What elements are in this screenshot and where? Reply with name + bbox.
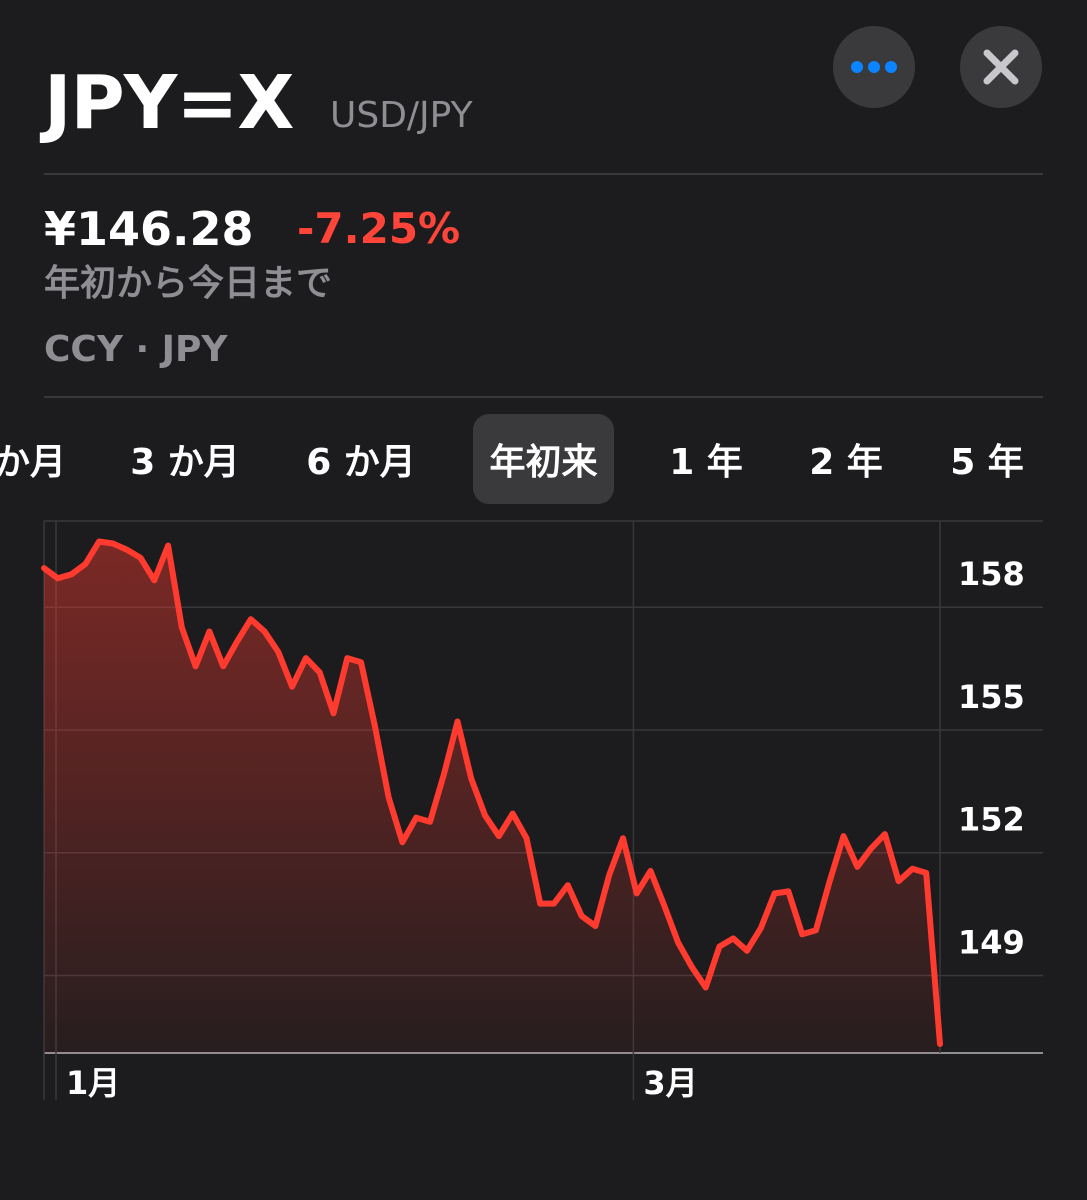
percent-change: -7.25% <box>297 204 461 253</box>
tab-5-years[interactable]: 5 年 <box>950 442 1024 483</box>
y-tick-label: 152 <box>958 801 1025 839</box>
tab-2-years[interactable]: 2 年 <box>809 442 883 483</box>
y-tick-label: 149 <box>958 924 1025 962</box>
exchange-info: CCY · JPY <box>44 329 228 370</box>
tab-6-months[interactable]: 6 か月 <box>306 442 416 483</box>
y-tick-label: 155 <box>958 678 1025 716</box>
currency-pair-name: USD/JPY <box>330 95 473 136</box>
close-icon <box>983 49 1019 85</box>
current-price: ¥146.28 <box>44 202 254 256</box>
ellipsis-icon <box>851 61 897 73</box>
more-options-button[interactable] <box>833 26 915 108</box>
tab-1-month[interactable]: か月 <box>0 442 66 483</box>
period-description: 年初から今日まで <box>44 263 333 304</box>
tab-3-months[interactable]: 3 か月 <box>130 442 240 483</box>
x-tick-label: 1月 <box>66 1064 120 1102</box>
tab-ytd[interactable]: 年初来 <box>473 414 614 504</box>
tab-1-year[interactable]: 1 年 <box>669 442 743 483</box>
y-tick-label: 158 <box>958 555 1025 593</box>
quote-divider <box>44 396 1043 398</box>
close-button[interactable] <box>960 26 1042 108</box>
price-area <box>44 541 940 1053</box>
header-divider <box>44 173 1043 175</box>
ticker-symbol: JPY=X <box>44 60 294 146</box>
x-tick-label: 3月 <box>643 1064 697 1102</box>
price-line <box>41 538 943 1047</box>
